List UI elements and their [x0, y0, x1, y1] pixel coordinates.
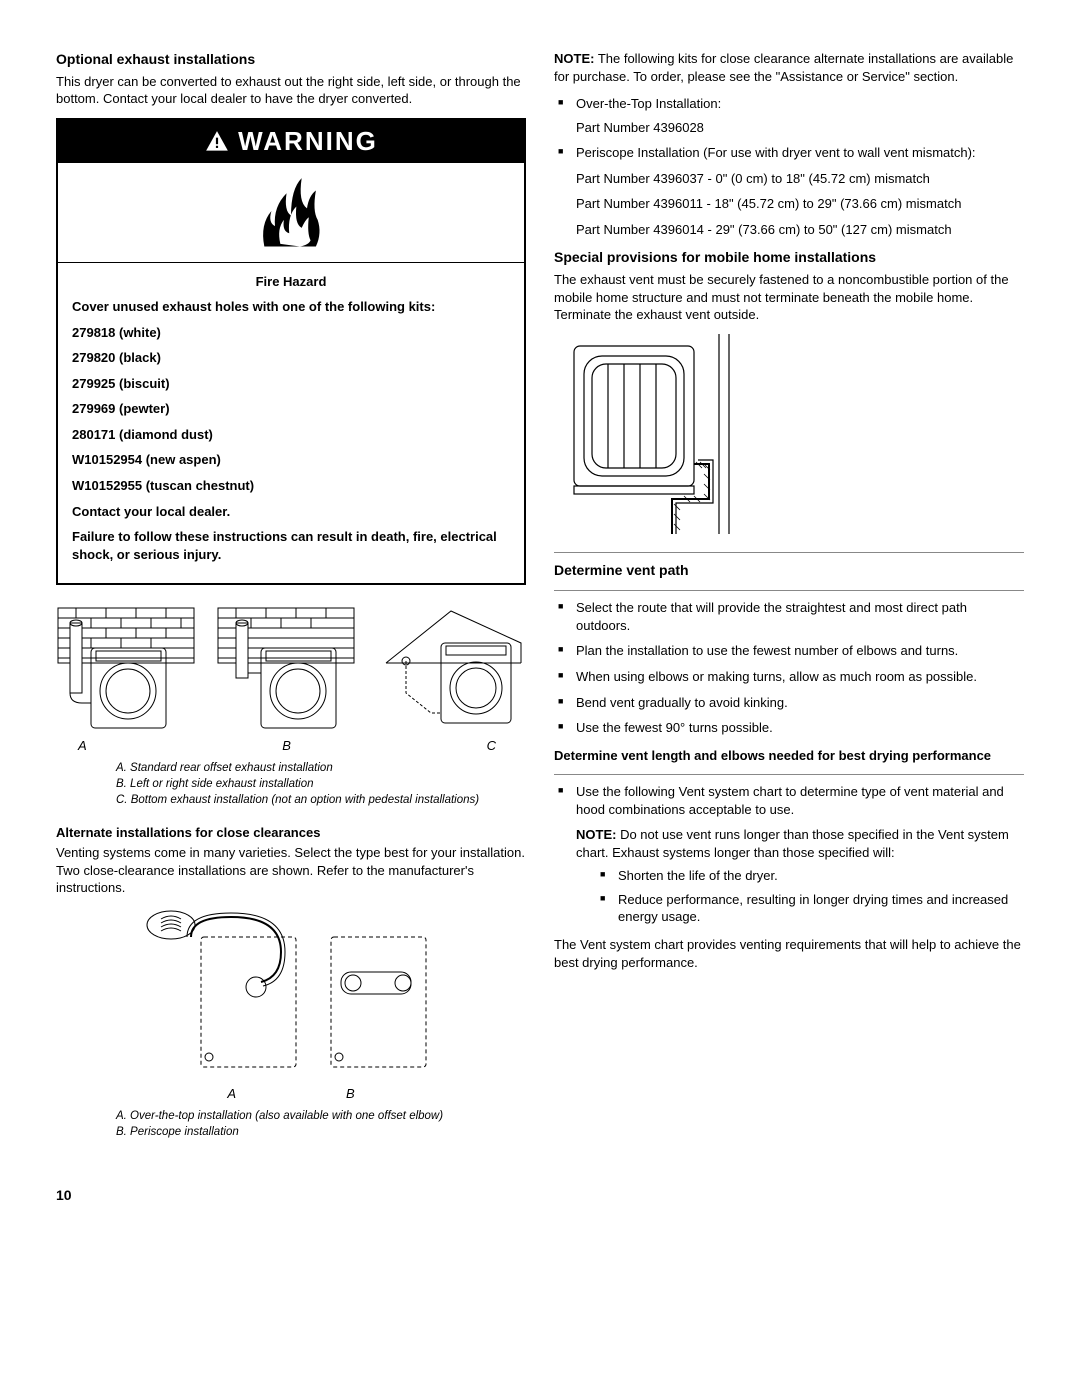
- alternate-install-para: Venting systems come in many varieties. …: [56, 844, 526, 897]
- path-b2: When using elbows or making turns, allow…: [554, 668, 1024, 686]
- len-note-label: NOTE:: [576, 827, 616, 842]
- page-number: 10: [56, 1186, 1024, 1205]
- len-sub-1: Reduce performance, resulting in longer …: [598, 891, 1024, 926]
- len-note-text: Do not use vent runs longer than those s…: [576, 827, 1009, 860]
- path-b1: Plan the installation to use the fewest …: [554, 642, 1024, 660]
- fire-hazard-label: Fire Hazard: [72, 273, 510, 291]
- kit-0: 279818 (white): [72, 324, 510, 342]
- alternate-diagrams-ab: [56, 907, 526, 1082]
- vent-path-title: Determine vent path: [554, 561, 1024, 580]
- label-b2: B: [346, 1085, 355, 1103]
- note-label: NOTE:: [554, 51, 594, 66]
- ott-item: Over-the-Top Installation: Part Number 4…: [554, 95, 1024, 136]
- left-column: Optional exhaust installations This drye…: [56, 50, 526, 1156]
- ott-label: Over-the-Top Installation:: [576, 96, 721, 111]
- diagram-c: [376, 603, 526, 733]
- kit-2: 279925 (biscuit): [72, 375, 510, 393]
- periscope-label: Periscope Installation (For use with dry…: [576, 145, 976, 160]
- captions-abc: A. Standard rear offset exhaust installa…: [116, 761, 526, 808]
- mobile-home-para: The exhaust vent must be securely fasten…: [554, 271, 1024, 324]
- failure-warning: Failure to follow these instructions can…: [72, 528, 510, 563]
- label-a: A: [78, 737, 87, 755]
- ab-labels: A B: [56, 1085, 526, 1103]
- peri-p1: Part Number 4396037 - 0" (0 cm) to 18" (…: [576, 170, 1024, 188]
- peri-p2: Part Number 4396011 - 18" (45.72 cm) to …: [576, 195, 1024, 213]
- diagram-b: [216, 603, 356, 733]
- note-kits: NOTE: The following kits for close clear…: [554, 50, 1024, 85]
- len-bullet-text: Use the following Vent system chart to d…: [576, 784, 1004, 817]
- ott-part: Part Number 4396028: [576, 119, 1024, 137]
- vent-length-title: Determine vent length and elbows needed …: [554, 747, 1024, 765]
- alternate-install-title: Alternate installations for close cleara…: [56, 824, 526, 842]
- path-b0: Select the route that will provide the s…: [554, 599, 1024, 634]
- warning-header: WARNING: [58, 120, 524, 163]
- optional-exhaust-title: Optional exhaust installations: [56, 50, 526, 69]
- flame-icon-row: [58, 163, 524, 263]
- kit-3: 279969 (pewter): [72, 400, 510, 418]
- exhaust-diagrams-abc: [56, 603, 526, 733]
- path-b4: Use the fewest 90° turns possible.: [554, 719, 1024, 737]
- warning-box: WARNING Fire Hazard Cover unused exhaust…: [56, 118, 526, 585]
- vent-path-list: Select the route that will provide the s…: [554, 599, 1024, 736]
- divider-2: [554, 590, 1024, 591]
- path-b3: Bend vent gradually to avoid kinking.: [554, 694, 1024, 712]
- diagram-a: [56, 603, 196, 733]
- mobile-home-diagram: [554, 334, 1024, 539]
- optional-exhaust-para: This dryer can be converted to exhaust o…: [56, 73, 526, 108]
- kit-list: Over-the-Top Installation: Part Number 4…: [554, 95, 1024, 238]
- caption-b: B. Left or right side exhaust installati…: [116, 777, 526, 792]
- kit-5: W10152954 (new aspen): [72, 451, 510, 469]
- label-a2: A: [227, 1085, 236, 1103]
- len-sub-0: Shorten the life of the dryer.: [598, 867, 1024, 885]
- len-sub-list: Shorten the life of the dryer. Reduce pe…: [576, 867, 1024, 926]
- caption-a2: A. Over-the-top installation (also avail…: [116, 1109, 526, 1124]
- mobile-home-title: Special provisions for mobile home insta…: [554, 248, 1024, 267]
- label-c: C: [487, 737, 496, 755]
- right-column: NOTE: The following kits for close clear…: [554, 50, 1024, 1156]
- note-text: The following kits for close clearance a…: [554, 51, 1013, 84]
- fire-icon: [246, 171, 336, 251]
- warning-text: WARNING: [238, 124, 378, 159]
- kit-1: 279820 (black): [72, 349, 510, 367]
- caption-c: C. Bottom exhaust installation (not an o…: [116, 793, 526, 808]
- final-para: The Vent system chart provides venting r…: [554, 936, 1024, 971]
- captions-ab: A. Over-the-top installation (also avail…: [116, 1109, 526, 1140]
- cover-holes-text: Cover unused exhaust holes with one of t…: [72, 298, 510, 316]
- peri-p3: Part Number 4396014 - 29" (73.66 cm) to …: [576, 221, 1024, 239]
- len-note: NOTE: Do not use vent runs longer than t…: [576, 826, 1024, 861]
- kit-6: W10152955 (tuscan chestnut): [72, 477, 510, 495]
- two-column-layout: Optional exhaust installations This drye…: [56, 50, 1024, 1156]
- label-b: B: [282, 737, 291, 755]
- warning-body: Fire Hazard Cover unused exhaust holes w…: [58, 263, 524, 584]
- divider-3: [554, 774, 1024, 775]
- abc-labels: A B C: [56, 737, 526, 755]
- caption-a: A. Standard rear offset exhaust installa…: [116, 761, 526, 776]
- contact-dealer: Contact your local dealer.: [72, 503, 510, 521]
- diagram-ab: [131, 907, 451, 1077]
- periscope-item: Periscope Installation (For use with dry…: [554, 144, 1024, 238]
- alert-triangle-icon: [204, 129, 230, 155]
- kit-4: 280171 (diamond dust): [72, 426, 510, 444]
- caption-b2: B. Periscope installation: [116, 1125, 526, 1140]
- vent-length-list: Use the following Vent system chart to d…: [554, 783, 1024, 926]
- divider-1: [554, 552, 1024, 553]
- len-bullet: Use the following Vent system chart to d…: [554, 783, 1024, 926]
